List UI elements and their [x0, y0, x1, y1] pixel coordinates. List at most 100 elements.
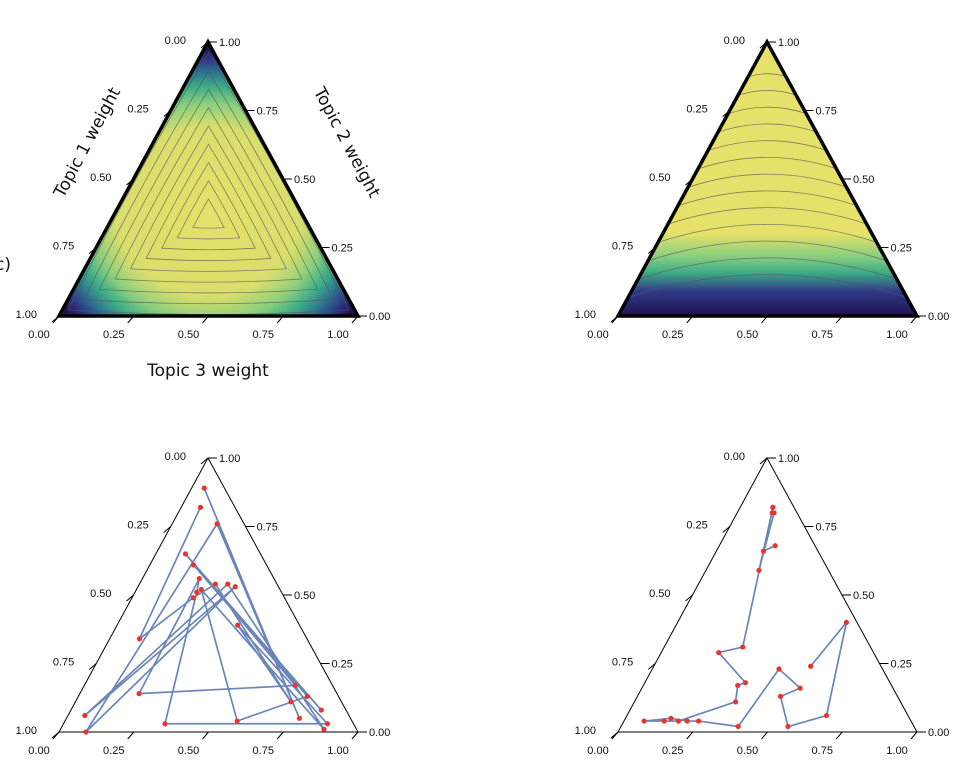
right-tick-label: 1.00 [219, 37, 240, 49]
contour-line [114, 106, 303, 283]
right-tick-label: 0.00 [928, 311, 949, 323]
bottom-tick-label: 0.00 [587, 745, 608, 757]
right-tick-label: 0.50 [294, 590, 315, 602]
data-point [318, 707, 324, 713]
contour-line [668, 207, 867, 225]
bottom-axis-tick [127, 731, 135, 740]
right-tick-label: 1.00 [219, 453, 240, 465]
contour-line [688, 173, 847, 188]
left-tick-label: 0.50 [90, 172, 111, 184]
data-point [808, 663, 814, 669]
bottom-tick-label: 0.50 [178, 329, 199, 341]
contour-line [627, 274, 908, 298]
data-point [324, 721, 331, 727]
left-axis-tick [88, 663, 97, 670]
data-point [675, 718, 682, 724]
data-point [742, 680, 749, 686]
trajectory-line [643, 506, 848, 728]
bottom-tick-label: 0.75 [253, 329, 274, 341]
data-point [843, 619, 850, 626]
data-point [292, 682, 298, 689]
bottom-tick-label: 0.75 [253, 745, 274, 757]
contour-line [176, 180, 241, 240]
left-axis-tick [759, 457, 768, 465]
contour-line [698, 157, 837, 170]
bottom-tick-label: 1.00 [886, 745, 907, 757]
contour-line [728, 106, 807, 115]
left-axis-tick [647, 663, 656, 670]
data-point [770, 504, 776, 510]
left-tick-label: 0.75 [53, 657, 74, 669]
trajectory-line [83, 487, 329, 733]
data-point [190, 595, 196, 601]
data-point [735, 723, 741, 730]
right-tick-label: 0.50 [853, 174, 874, 186]
data-point [769, 510, 775, 516]
bottom-tick-label: 0.25 [103, 745, 124, 757]
left-axis-tick [88, 247, 97, 254]
left-axis-tick [200, 41, 209, 49]
contour-line [678, 190, 857, 206]
data-point [668, 715, 674, 721]
contour-line [83, 70, 334, 305]
bottom-axis-tick [202, 731, 209, 740]
data-point [196, 575, 202, 582]
data-point [182, 551, 189, 557]
bottom-tick-label: 0.50 [178, 745, 199, 757]
bottom-tick-label: 1.00 [327, 329, 348, 341]
right-tick-label: 0.25 [891, 243, 912, 255]
contour-line [658, 223, 877, 243]
data-point [232, 584, 238, 590]
left-tick-label: 0.25 [127, 520, 148, 532]
left-tick-label: 1.00 [575, 725, 596, 737]
data-point [661, 718, 667, 724]
left-axis-tick [722, 110, 731, 117]
left-axis-tick [722, 526, 731, 533]
left-tick-label: 0.00 [165, 451, 186, 463]
data-point [234, 718, 240, 724]
bottom-axis-tick [761, 315, 768, 324]
data-point [190, 562, 196, 568]
bottom-tick-label: 1.00 [886, 329, 907, 341]
right-axis-title: Topic 2 weight [309, 83, 384, 201]
right-tick-label: 0.50 [294, 174, 315, 186]
right-tick-label: 0.00 [369, 311, 390, 323]
bottom-axis-tick [686, 315, 694, 324]
left-tick-label: 0.25 [686, 520, 707, 532]
data-point [225, 581, 231, 587]
data-point [212, 581, 218, 587]
bottom-tick-label: 0.50 [737, 329, 758, 341]
left-axis-tick [647, 247, 656, 254]
bottom-axis-tick [351, 731, 359, 740]
contour-line [98, 88, 319, 294]
left-tick-label: 0.00 [165, 35, 186, 47]
right-tick-label: 0.25 [891, 659, 912, 671]
contour-line [738, 90, 797, 96]
left-tick-label: 1.00 [16, 309, 37, 321]
density-fill [59, 42, 358, 316]
data-point [696, 718, 702, 724]
data-point [198, 586, 204, 593]
data-point [201, 485, 207, 491]
data-point [296, 715, 302, 721]
data-point [684, 718, 690, 724]
bottom-tick-label: 0.50 [737, 745, 758, 757]
contour-line [130, 125, 287, 272]
data-point [214, 521, 220, 527]
left-tick-label: 0.75 [612, 241, 633, 253]
panel-label-fragment: c) [0, 255, 11, 275]
bottom-tick-label: 0.25 [662, 329, 683, 341]
contour-line [718, 123, 817, 133]
data-point [716, 649, 722, 656]
data-point [82, 712, 88, 719]
data-point [735, 682, 741, 689]
left-tick-label: 0.00 [724, 35, 745, 47]
contour-line [637, 257, 898, 280]
data-point [785, 723, 791, 730]
left-axis-tick [163, 526, 172, 533]
data-point [136, 691, 142, 697]
right-tick-label: 0.50 [853, 590, 874, 602]
bottom-tick-label: 0.25 [662, 745, 683, 757]
left-axis-tick [51, 315, 60, 323]
bottom-axis-tick [351, 315, 359, 324]
